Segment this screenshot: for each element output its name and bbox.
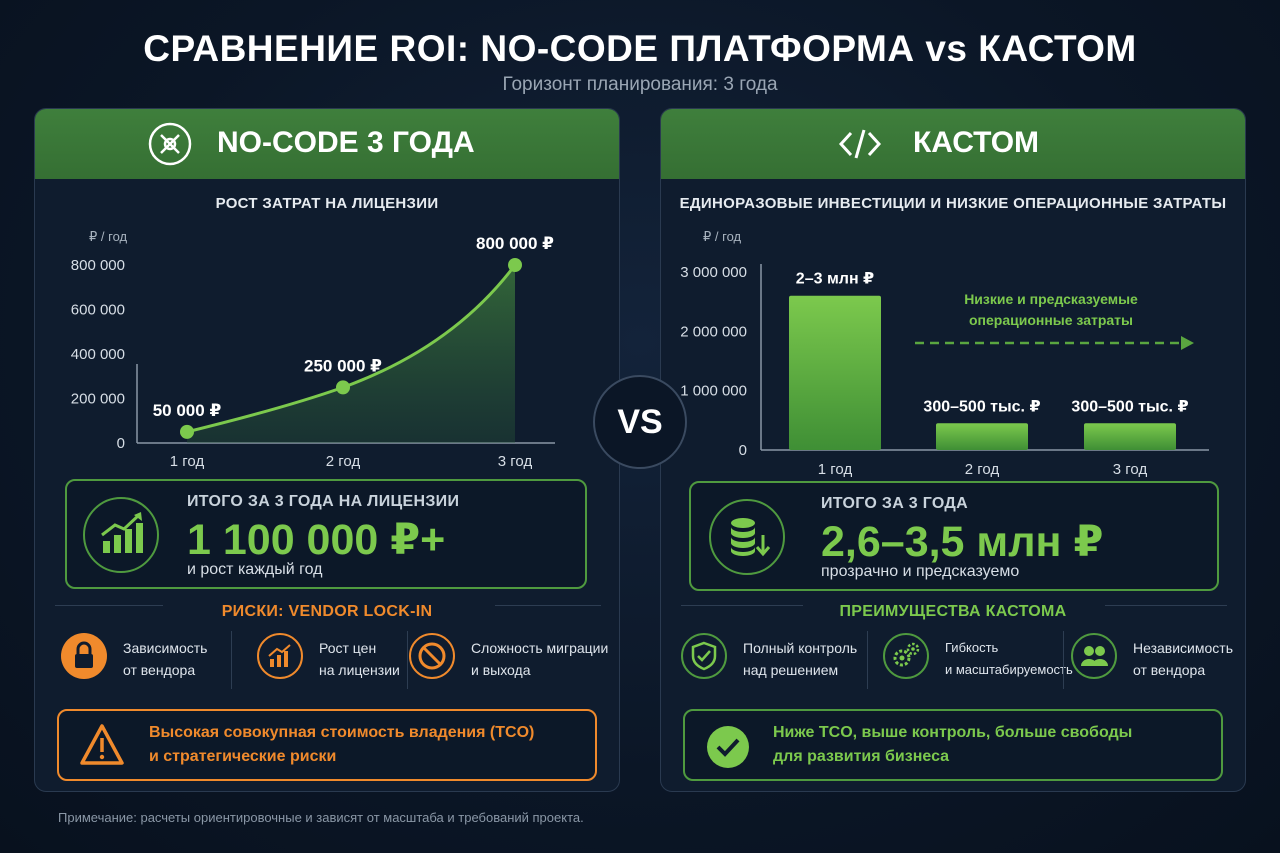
license-y-tick-label: 600 000 xyxy=(71,302,125,319)
custom-chart-title: ЕДИНОРАЗОВЫЕ ИНВЕСТИЦИИ И НИЗКИЕ ОПЕРАЦИ… xyxy=(679,195,1227,212)
license-data-point xyxy=(180,424,194,439)
custom-benefit-callout: Ниже TCO, выше контроль, больше свободы … xyxy=(683,709,1223,781)
custom-total-label: ИТОГО ЗА 3 ГОДА xyxy=(821,495,968,512)
page-subtitle: Горизонт планирования: 3 года xyxy=(502,74,778,95)
custom-bar xyxy=(1084,423,1176,450)
license-y-axis-label: ₽ / год xyxy=(89,229,128,244)
risks-title: РИСКИ: VENDOR LOCK-IN xyxy=(221,603,433,620)
license-y-tick-label: 200 000 xyxy=(71,391,125,408)
risk-item-price-text: Рост цен на лицензии xyxy=(319,640,400,678)
custom-total-note: прозрачно и предсказуемо xyxy=(821,563,1020,580)
license-x-tick-label: 1 год xyxy=(170,453,205,470)
custom-bar-label: 2–3 млн ₽ xyxy=(796,271,874,288)
no-code-panel-title: NO-CODE 3 ГОДА xyxy=(217,126,475,159)
benefits-divider-left xyxy=(681,605,803,606)
license-total-note: и рост каждый год xyxy=(187,561,323,578)
risk-item-vendor: Зависимость от вендора xyxy=(61,633,241,689)
growth-chart-icon-circle xyxy=(83,497,159,573)
license-x-tick-label: 2 год xyxy=(326,453,361,470)
custom-y-tick-label: 0 xyxy=(739,442,747,459)
license-total-box: ИТОГО ЗА 3 ГОДА НА ЛИЦЕНЗИИ 1 100 000 ₽+… xyxy=(65,479,587,589)
custom-y-tick-label: 1 000 000 xyxy=(680,383,747,400)
risk-item-vendor-text: Зависимость от вендора xyxy=(123,640,208,678)
custom-x-tick-label: 2 год xyxy=(965,461,1000,478)
license-total-value: 1 100 000 ₽+ xyxy=(187,516,446,564)
no-code-panel-header: NO-CODE 3 ГОДА xyxy=(35,109,619,179)
license-y-tick-label: 0 xyxy=(117,435,125,452)
benefit-item-independence: Независимость от вендора xyxy=(1071,633,1241,689)
benefit-item-independence-text: Независимость от вендора xyxy=(1133,640,1233,678)
tco-risk-callout: Высокая совокупная стоимость владения (T… xyxy=(57,709,597,781)
users-icon xyxy=(1071,633,1117,679)
benefit-item-flexibility-text: Гибкость и масштабируемость xyxy=(945,640,1073,677)
price-growth-icon xyxy=(257,633,303,679)
license-data-label: 800 000 ₽ xyxy=(476,234,554,253)
benefit-item-control-text: Полный контроль над решением xyxy=(743,640,858,678)
license-data-point xyxy=(336,380,350,395)
license-growth-chart: 0 200 000 400 000 600 000 800 000 50 000 ₽ 25… xyxy=(71,229,555,470)
custom-bar-label: 300–500 тыс. ₽ xyxy=(923,398,1040,415)
risk-separator-1 xyxy=(231,631,232,689)
custom-x-tick-label: 3 год xyxy=(1113,461,1148,478)
warning-icon xyxy=(80,724,124,765)
check-circle-icon xyxy=(707,726,749,768)
database-down-icon xyxy=(731,518,771,557)
custom-y-tick-label: 2 000 000 xyxy=(680,323,747,340)
benefit-separator-1 xyxy=(867,631,868,689)
license-data-label: 250 000 ₽ xyxy=(304,356,382,375)
custom-panel-header: КАСТОМ xyxy=(661,109,1245,179)
tco-risk-text: Высокая совокупная стоимость владения (T… xyxy=(149,724,535,765)
license-data-point xyxy=(508,258,522,272)
no-entry-icon xyxy=(409,633,455,679)
footnote: Примечание: расчеты ориентировочные и за… xyxy=(58,810,584,825)
license-y-tick-label: 800 000 xyxy=(71,257,125,274)
custom-benefit-text: Ниже TCO, выше контроль, больше свободы … xyxy=(773,724,1133,765)
custom-panel-title: КАСТОМ xyxy=(913,126,1040,159)
custom-x-tick-label: 1 год xyxy=(818,461,853,478)
risks-divider-right xyxy=(495,605,601,606)
no-code-cross-icon xyxy=(148,122,192,166)
custom-panel: КАСТОМ ЕДИНОРАЗОВЫЕ ИНВЕСТИЦИИ И НИЗКИЕ … xyxy=(660,108,1246,792)
custom-y-tick-label: 3 000 000 xyxy=(680,264,747,281)
lock-icon xyxy=(61,633,107,679)
risk-item-migration-text: Сложность миграции и выхода xyxy=(471,640,609,678)
custom-total-value: 2,6–3,5 млн ₽ xyxy=(821,518,1104,566)
arrow-note-line2: операционные затраты xyxy=(969,312,1133,328)
shield-check-icon xyxy=(681,633,727,679)
license-chart-title: РОСТ ЗАТРАТ НА ЛИЦЕНЗИИ xyxy=(215,195,439,212)
license-x-tick-label: 3 год xyxy=(498,453,533,470)
custom-cost-chart: 0 1 000 000 2 000 000 3 000 000 2–3 млн ₽ 30… xyxy=(680,229,1209,478)
database-icon-circle xyxy=(709,499,785,575)
dashed-arrow-head xyxy=(1181,336,1194,350)
custom-bar xyxy=(936,423,1028,450)
benefits-divider-right xyxy=(1105,605,1227,606)
no-code-panel: NO-CODE 3 ГОДА РОСТ ЗАТРАТ НА ЛИЦЕНЗИИ 0… xyxy=(34,108,620,792)
gears-icon xyxy=(883,633,929,679)
page-title: СРАВНЕНИЕ ROI: NO-CODE ПЛАТФОРМА vs КАСТ… xyxy=(143,28,1137,69)
license-total-label: ИТОГО ЗА 3 ГОДА НА ЛИЦЕНЗИИ xyxy=(187,493,460,510)
license-data-label: 50 000 ₽ xyxy=(153,401,222,420)
benefit-item-flexibility: Гибкость и масштабируемость xyxy=(883,633,1073,689)
vs-badge: VS xyxy=(593,375,687,469)
license-area xyxy=(187,265,515,443)
risk-separator-2 xyxy=(407,631,408,689)
custom-bar-label: 300–500 тыс. ₽ xyxy=(1071,398,1188,415)
benefits-title: ПРЕИМУЩЕСТВА КАСТОМА xyxy=(839,603,1067,620)
growth-chart-icon xyxy=(101,512,143,553)
custom-bar xyxy=(789,295,881,450)
license-y-tick-label: 400 000 xyxy=(71,346,125,363)
benefit-separator-2 xyxy=(1063,631,1064,689)
benefit-item-control: Полный контроль над решением xyxy=(681,633,881,689)
custom-y-axis-label: ₽ / год xyxy=(703,229,742,244)
arrow-note-line1: Низкие и предсказуемые xyxy=(964,291,1138,307)
code-brackets-icon xyxy=(838,129,882,159)
risks-divider-left xyxy=(55,605,163,606)
risk-item-price: Рост цен на лицензии xyxy=(257,633,417,689)
custom-total-box: ИТОГО ЗА 3 ГОДА 2,6–3,5 млн ₽ прозрачно … xyxy=(689,481,1219,591)
risk-item-migration: Сложность миграции и выхода xyxy=(409,633,609,689)
